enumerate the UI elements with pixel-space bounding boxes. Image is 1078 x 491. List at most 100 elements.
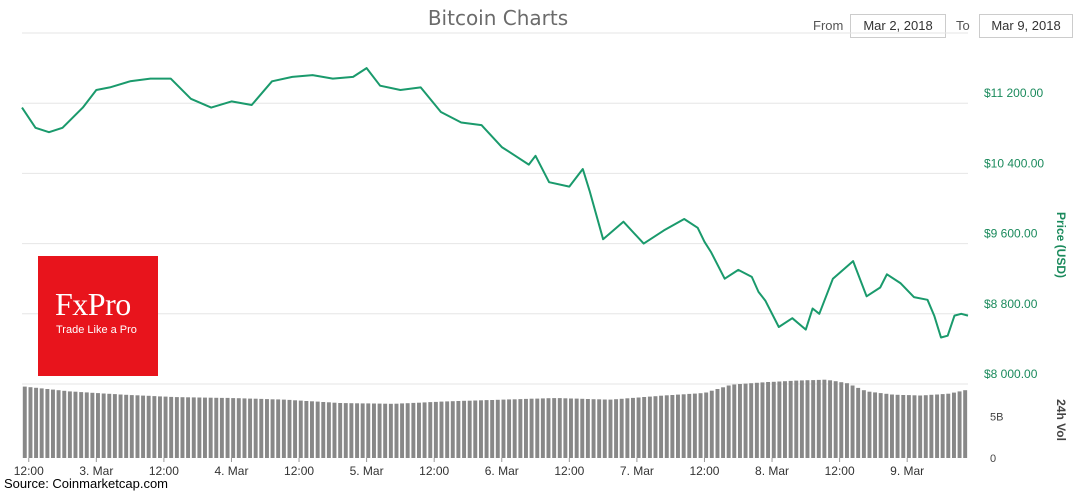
volume-bar	[901, 395, 906, 458]
volume-bar	[597, 399, 602, 458]
volume-bar	[332, 402, 337, 458]
volume-bar	[208, 397, 213, 458]
volume-bar	[304, 401, 309, 458]
volume-bar	[360, 403, 365, 458]
logo-name: FxPro	[55, 286, 131, 322]
volume-bar	[107, 393, 112, 458]
price-tick-label: $11 200.00	[984, 86, 1043, 100]
volume-bar	[878, 393, 883, 458]
volume-bar	[231, 398, 236, 458]
volume-bar	[529, 398, 534, 458]
volume-bar	[552, 398, 557, 458]
volume-bar	[355, 403, 360, 458]
volume-tick-label: 0	[990, 453, 996, 465]
to-date-input[interactable]: Mar 9, 2018	[979, 14, 1073, 38]
volume-bar	[479, 400, 483, 458]
volume-bar	[129, 395, 134, 458]
volume-bar	[771, 381, 776, 459]
volume-bar	[445, 401, 450, 458]
from-date-input[interactable]: Mar 2, 2018	[850, 14, 946, 38]
volume-bar	[456, 401, 461, 458]
volume-bar	[546, 398, 551, 458]
volume-bar	[338, 403, 343, 458]
volume-bar	[952, 392, 956, 458]
volume-bar	[174, 397, 179, 458]
volume-bar	[631, 397, 635, 458]
volume-bar	[794, 380, 799, 458]
volume-bar	[394, 403, 399, 458]
price-tick-label: $9 600.00	[984, 227, 1038, 241]
volume-bar	[845, 383, 849, 458]
volume-bar	[411, 402, 416, 458]
to-label: To	[956, 18, 970, 33]
volume-bar	[749, 383, 754, 458]
x-tick-label: 4. Mar	[214, 464, 248, 478]
volume-bar	[524, 398, 528, 458]
volume-bar	[856, 387, 861, 458]
volume-bar	[450, 401, 455, 458]
volume-bar	[935, 394, 940, 458]
volume-bar	[557, 398, 562, 458]
volume-bar	[833, 381, 838, 458]
volume-bar	[754, 382, 759, 458]
volume-bar	[287, 399, 292, 458]
x-tick-label: 6. Mar	[485, 464, 519, 478]
volume-bar	[191, 397, 196, 458]
fxpro-logo: FxPro Trade Like a Pro	[38, 256, 158, 376]
volume-bar	[248, 398, 253, 458]
volume-bar	[388, 403, 393, 458]
volume-bar	[873, 392, 878, 458]
volume-bar	[112, 394, 117, 458]
volume-bar	[56, 390, 61, 458]
volume-bar	[293, 400, 298, 458]
volume-bar	[619, 398, 624, 458]
volume-bar	[377, 403, 382, 458]
volume-bar	[141, 395, 146, 458]
volume-bar	[73, 391, 78, 458]
volume-bar	[118, 394, 123, 458]
volume-bar	[186, 397, 191, 458]
x-tick-label: 5. Mar	[350, 464, 384, 478]
volume-bar	[647, 396, 652, 458]
volume-bar	[422, 402, 427, 458]
volume-bar	[890, 394, 894, 458]
volume-bar	[585, 399, 590, 458]
volume-bar	[495, 399, 500, 458]
volume-bar	[884, 393, 889, 458]
volume-bar	[799, 380, 804, 458]
volume-bar	[197, 397, 202, 458]
volume-bar	[664, 395, 669, 458]
volume-bar	[366, 403, 371, 458]
volume-bar	[214, 397, 219, 458]
volume-bar	[219, 397, 224, 458]
volume-bar	[709, 390, 714, 458]
volume-bar	[62, 390, 67, 458]
volume-bar	[152, 396, 157, 458]
volume-bar	[726, 385, 731, 458]
volume-bar	[867, 391, 872, 458]
volume-bar	[84, 392, 89, 458]
x-tick-label: 12:00	[149, 464, 179, 478]
volume-bar	[721, 387, 726, 458]
volume-bar	[512, 399, 517, 458]
x-tick-label: 12:00	[14, 464, 44, 478]
logo-tagline: Trade Like a Pro	[56, 324, 137, 336]
volume-bar	[563, 398, 568, 458]
volume-bar	[766, 382, 771, 458]
volume-bar	[225, 397, 230, 458]
volume-bar	[270, 399, 275, 458]
volume-bar	[676, 394, 680, 458]
price-axis-ticks: $8 000.00 $8 800.00 $9 600.00 $10 400.00 $11…	[984, 86, 1044, 381]
volume-bar	[281, 399, 286, 458]
volume-bar	[28, 387, 33, 458]
x-tick-label: 8. Mar	[755, 464, 789, 478]
volume-bar	[253, 398, 258, 458]
x-tick-label: 9. Mar	[890, 464, 924, 478]
x-axis-ticks: 12:00 3. Mar 12:00 4. Mar 12:00 5. Mar 12:00 6.…	[14, 458, 924, 478]
volume-bar	[180, 397, 185, 458]
volume-bar	[569, 398, 573, 458]
volume-bar	[433, 401, 438, 458]
x-tick-label: 3. Mar	[79, 464, 113, 478]
volume-bar	[67, 391, 72, 458]
